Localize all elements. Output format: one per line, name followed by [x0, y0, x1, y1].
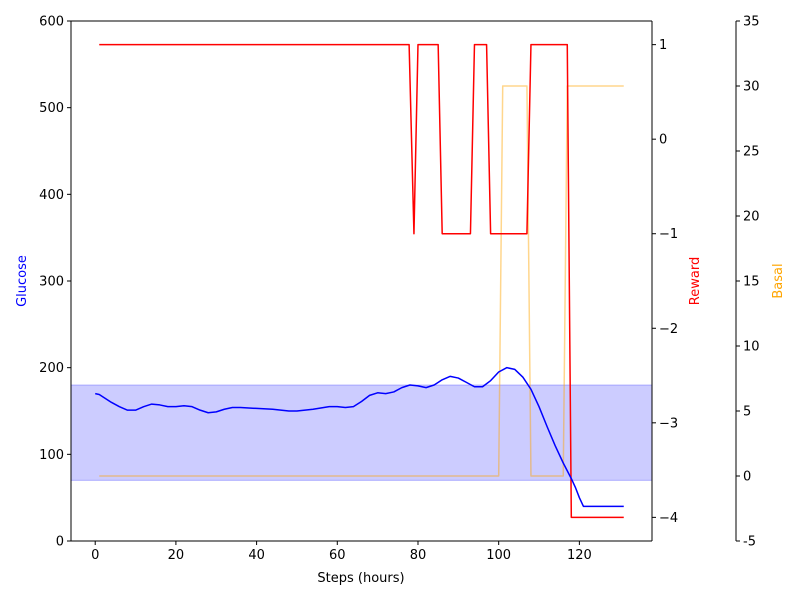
plot-background — [71, 21, 652, 541]
basal-tick-label: 25 — [743, 145, 760, 160]
x-tick-label: 60 — [329, 548, 346, 563]
basal-tick-label: 15 — [743, 275, 760, 290]
x-tick-label: 80 — [410, 548, 427, 563]
glucose-tick-label: 0 — [56, 535, 64, 550]
basal-line — [99, 85, 624, 477]
reward-tick-label: −1 — [659, 227, 678, 242]
basal-tick-label: 0 — [743, 470, 751, 485]
reward-tick-label: 1 — [659, 38, 667, 53]
x-tick-label: 0 — [91, 548, 99, 563]
glucose-tick-label: 600 — [39, 15, 64, 30]
series-layer — [95, 43, 624, 519]
basal-tick-label: 35 — [743, 15, 760, 30]
x-tick-label: 100 — [486, 548, 511, 563]
reward-tick-label: 0 — [659, 133, 667, 148]
glucose-tick-label: 500 — [39, 101, 64, 116]
basal-tick-label: 5 — [743, 405, 751, 420]
basal-tick-label: 10 — [743, 340, 760, 355]
x-tick-label: 40 — [248, 548, 265, 563]
reward-tick-label: −3 — [659, 416, 678, 431]
basal-axis-title: Basal — [771, 263, 786, 298]
reward-axis-title: Reward — [688, 257, 703, 305]
plot-area — [71, 21, 652, 541]
glucose-line — [95, 366, 624, 508]
reward-line — [99, 43, 624, 519]
glucose-tick-label: 100 — [39, 448, 64, 463]
reward-tick-label: −2 — [659, 322, 678, 337]
basal-tick-label: 20 — [743, 210, 760, 225]
x-tick-label: 20 — [168, 548, 185, 563]
glucose-tick-label: 300 — [39, 275, 64, 290]
glucose-axis-title: Glucose — [15, 255, 30, 307]
basal-tick-label: 30 — [743, 80, 760, 95]
basal-tick-label: -5 — [743, 535, 756, 550]
reward-tick-label: −4 — [659, 511, 678, 526]
x-axis-title: Steps (hours) — [317, 571, 404, 586]
x-tick-label: 120 — [567, 548, 592, 563]
ticks-layer: 0 20 40 60 80 100 120010020030040050060010−1−2… — [39, 15, 759, 564]
glucose-tick-label: 400 — [39, 188, 64, 203]
glucose-tick-label: 200 — [39, 361, 64, 376]
